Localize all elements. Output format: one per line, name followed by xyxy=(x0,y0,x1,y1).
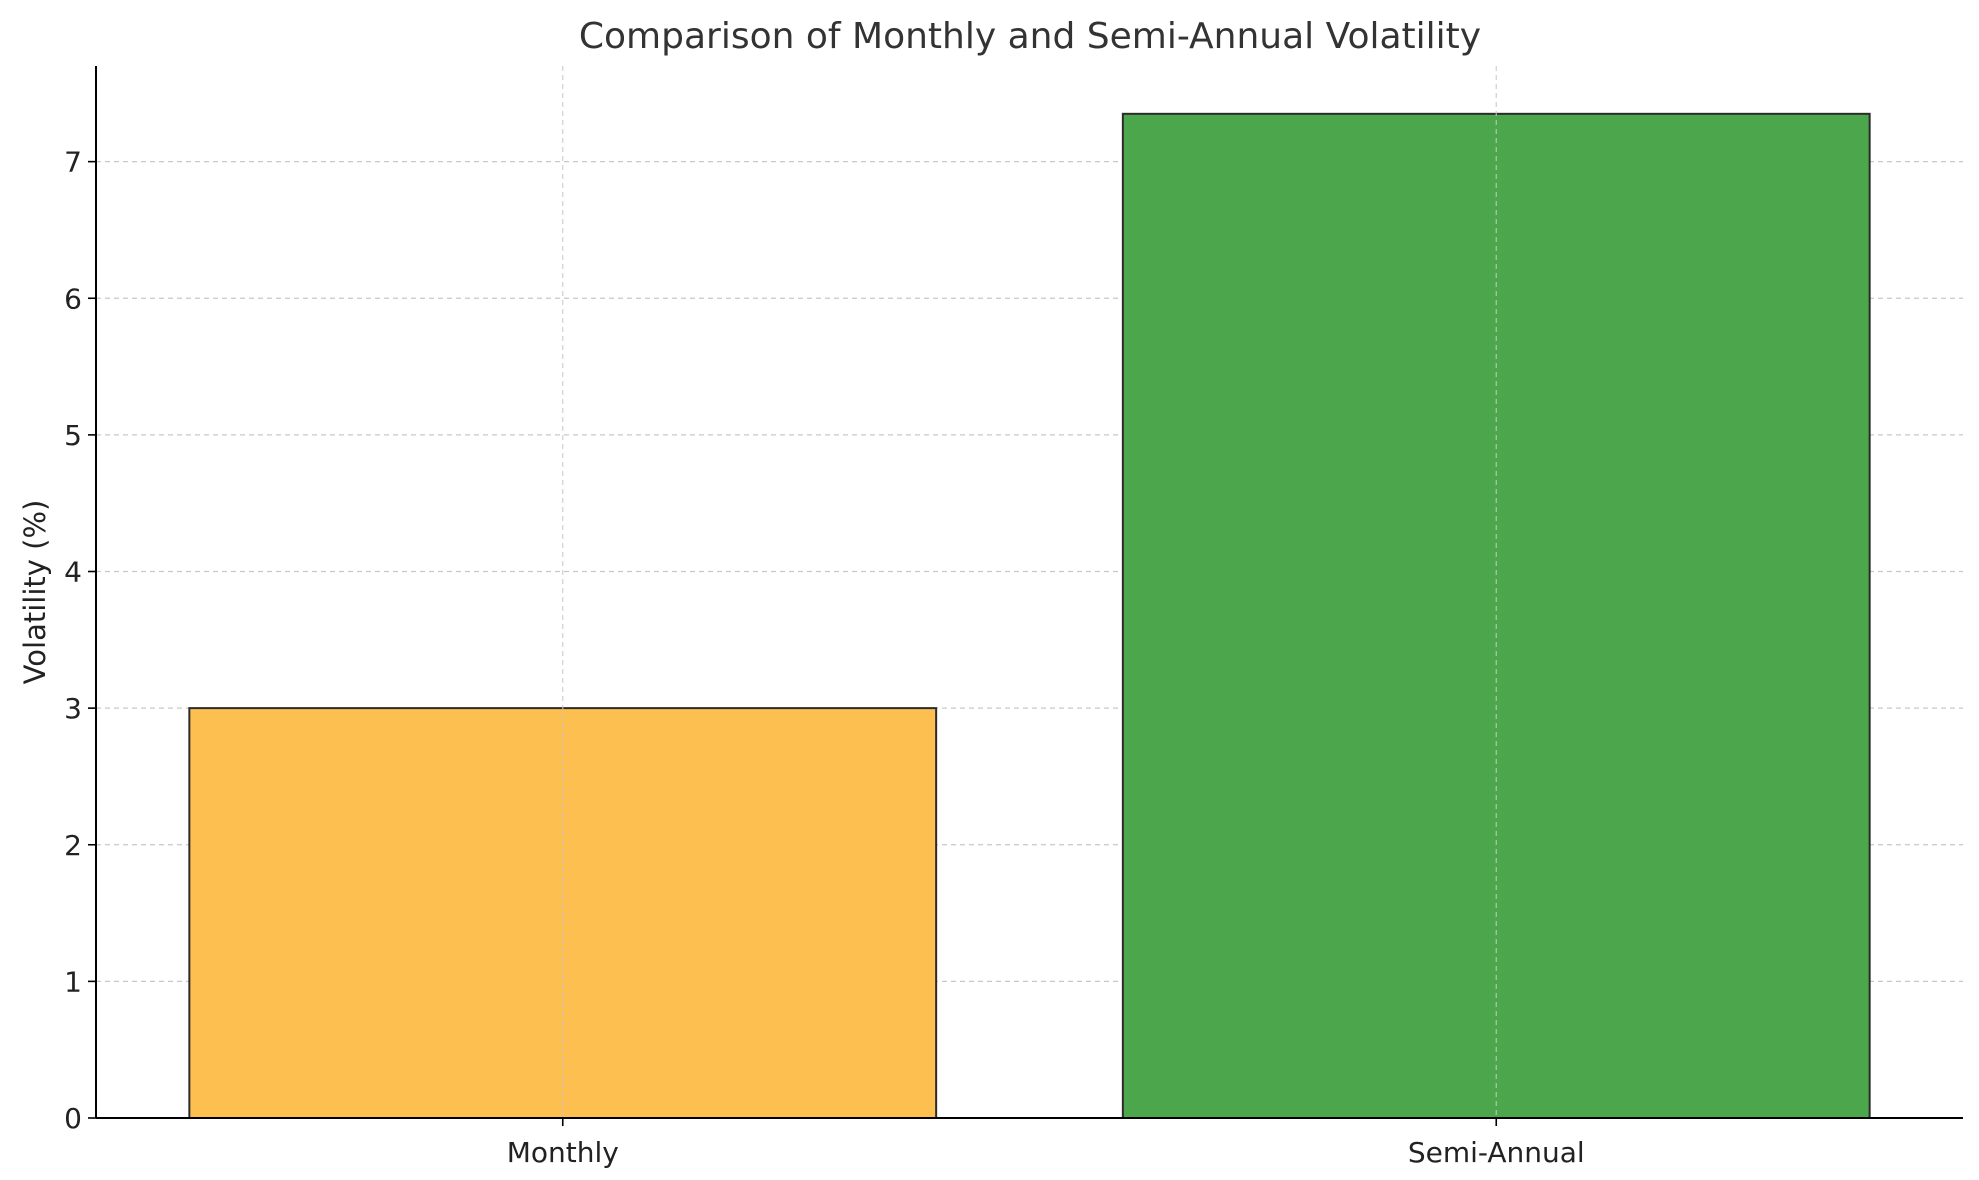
y-tick-label: 4 xyxy=(64,556,82,589)
y-tick-label: 7 xyxy=(64,146,82,179)
x-tick-label: Semi-Annual xyxy=(1408,1136,1585,1169)
y-tick-label: 3 xyxy=(64,692,82,725)
x-ticks: Monthly Semi-Annual xyxy=(507,1118,1585,1169)
chart-title: Comparison of Monthly and Semi-Annual Vo… xyxy=(579,16,1481,57)
y-axis-label: Volatility (%) xyxy=(18,500,52,685)
bars xyxy=(188,112,1871,1120)
x-tick-label: Monthly xyxy=(507,1136,619,1169)
y-tick-label: 0 xyxy=(64,1102,82,1135)
axes xyxy=(95,66,1963,1119)
y-tick-label: 1 xyxy=(64,965,82,998)
y-ticks: 0 1 2 3 4 5 6 7 xyxy=(64,146,96,1135)
y-tick-label: 6 xyxy=(64,282,82,315)
y-tick-label: 2 xyxy=(64,829,82,862)
vertical-grid-lines xyxy=(562,66,1497,1118)
y-tick-label: 5 xyxy=(64,419,82,452)
